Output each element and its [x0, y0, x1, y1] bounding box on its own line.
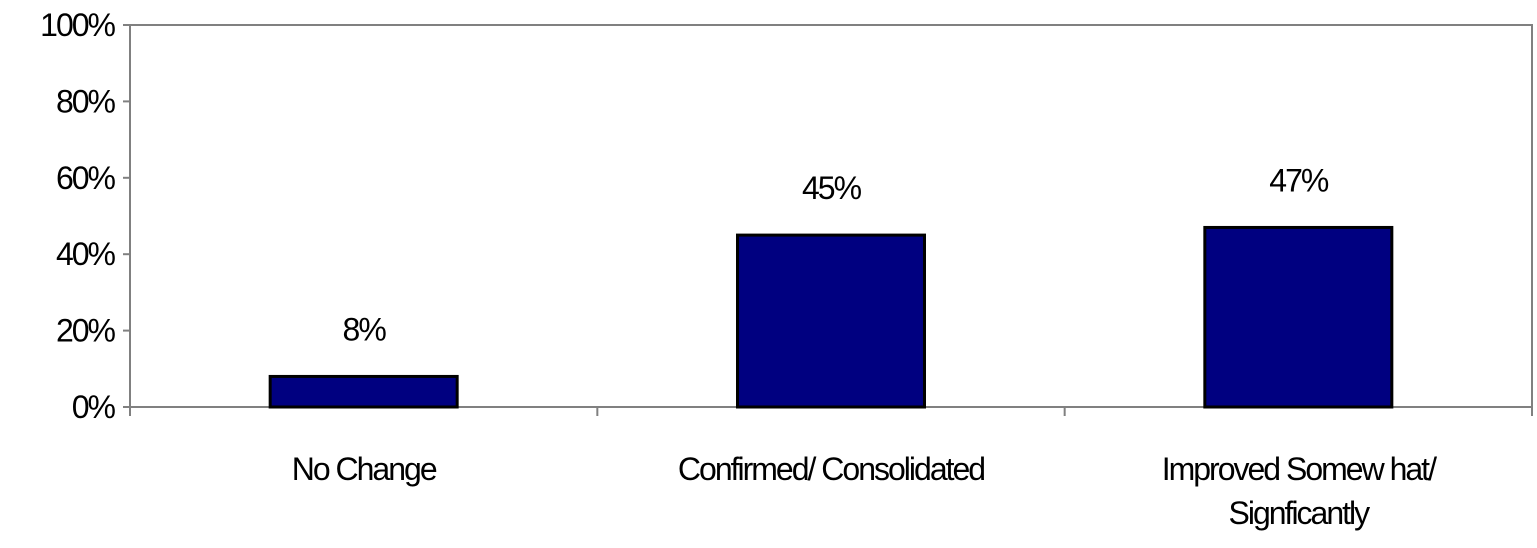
y-tick-label: 40% [56, 236, 116, 272]
data-label: 8% [343, 311, 387, 347]
y-tick-label: 60% [56, 160, 116, 196]
data-label: 47% [1269, 162, 1329, 198]
x-category-label-line: No Change [292, 451, 437, 487]
x-category-label: Improved Somew hat/Signficantly [1162, 451, 1437, 531]
x-category-label-line: Improved Somew hat/ [1162, 451, 1437, 487]
bar [736, 233, 926, 409]
bar [268, 374, 459, 409]
y-tick-label: 0% [72, 389, 116, 425]
y-tick-label: 80% [56, 83, 116, 119]
x-category-label-line: Confirmed/ Consolidated [678, 451, 984, 487]
data-label: 45% [802, 170, 862, 206]
y-tick-label: 20% [56, 313, 116, 349]
y-tick-label: 100% [40, 7, 115, 43]
bar-series [268, 225, 1394, 409]
x-axis: No Change Confirmed/ Consolidated Improved… [129, 406, 1533, 531]
y-axis: 0% 20% 40% 60% 80% 100% [40, 7, 131, 425]
plot-border [130, 24, 1533, 407]
bar [1203, 225, 1394, 409]
data-labels: 8% 45% 47% [343, 162, 1331, 347]
x-category-label: No Change [292, 451, 437, 487]
x-category-label: Confirmed/ Consolidated [678, 451, 984, 487]
plot-area [130, 24, 1533, 407]
x-category-label-line: Signficantly [1229, 495, 1371, 531]
